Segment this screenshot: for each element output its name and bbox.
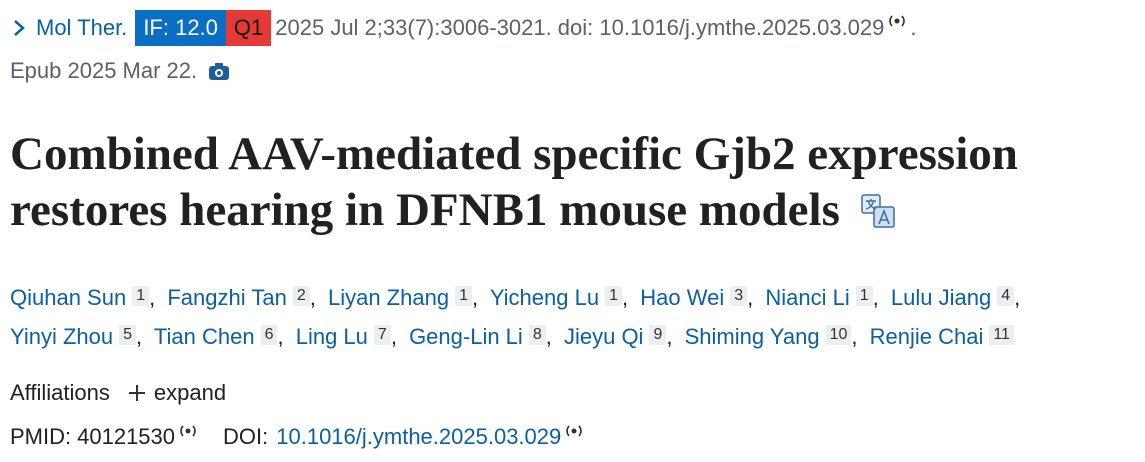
author-entry: Shiming Yang 10, [685,324,864,349]
epub-row: Epub 2025 Mar 22. [10,58,231,84]
author-entry: Renjie Chai 11 [870,324,1014,349]
author-entry: Hao Wei 3, [640,285,759,310]
author-list: Qiuhan Sun 1, Fangzhi Tan 2, Liyan Zhang 1,… [10,278,1135,356]
author-entry: Fangzhi Tan 2, [167,285,321,310]
author-name[interactable]: Geng-Lin Li [409,324,523,349]
affiliation-number[interactable]: 8 [528,325,546,345]
identifier-row: PMID: 40121530 DOI: 10.1016/j.ymthe.2025… [10,424,587,450]
author-name[interactable]: Yicheng Lu [489,285,600,310]
affiliations-label: Affiliations [10,380,110,405]
author-name[interactable]: Hao Wei [640,285,725,310]
translate-icon[interactable] [860,193,896,229]
title-text: Combined AAV-mediated specific Gjb2 expr… [10,128,1018,236]
plus-icon [128,385,145,401]
affiliation-number[interactable]: 1 [132,286,150,306]
author-entry: Qiuhan Sun 1, [10,285,161,310]
author-separator: , [747,285,754,310]
article-title: Combined AAV-mediated specific Gjb2 expr… [10,126,1140,238]
doi-link[interactable]: 10.1016/j.ymthe.2025.03.029 [276,424,562,449]
affiliation-number[interactable]: 9 [649,325,667,345]
author-separator: , [666,324,673,349]
pmid-value: 40121530 [77,424,176,449]
author-name[interactable]: Qiuhan Sun [10,285,127,310]
affiliation-number[interactable]: 3 [730,286,748,306]
author-name[interactable]: Tian Chen [153,324,255,349]
author-separator: , [136,324,143,349]
author-separator: , [1014,285,1021,310]
affiliation-number[interactable]: 2 [292,286,310,306]
affiliation-number[interactable]: 1 [605,286,622,306]
affiliation-number[interactable]: 1 [455,286,472,306]
author-separator: , [149,285,156,310]
author-separator: , [277,324,284,349]
affiliations-row: Affiliations expand [10,380,226,406]
pmid-label: PMID: [10,424,72,449]
affiliation-number[interactable]: 10 [825,325,852,345]
citation-row: Mol Ther. IF: 12.0 Q1 2025 Jul 2;33(7):3… [10,10,917,46]
signal-icon[interactable] [561,423,587,439]
affiliation-number[interactable]: 5 [119,325,137,345]
author-separator: , [622,285,629,310]
camera-icon[interactable] [207,60,231,82]
author-separator: , [309,285,316,310]
journal-name[interactable]: Mol Ther. [36,15,128,40]
author-separator: , [471,285,479,310]
citation-text: 2025 Jul 2;33(7):3006-3021. doi: 10.1016… [275,15,885,40]
author-name[interactable]: Ling Lu [295,324,368,349]
journal-link[interactable]: Mol Ther. [10,15,127,41]
affiliation-number[interactable]: 4 [997,286,1015,306]
author-name[interactable]: Liyan Zhang [327,285,450,310]
affiliation-number[interactable]: 11 [989,325,1014,345]
author-separator: , [390,324,397,349]
author-name[interactable]: Renjie Chai [869,324,984,349]
signal-icon[interactable] [175,423,201,439]
author-entry: Yinyi Zhou 5, [10,324,148,349]
author-entry: Tian Chen 6, [154,324,290,349]
author-name[interactable]: Lulu Jiang [890,285,992,310]
author-name[interactable]: Fangzhi Tan [167,285,287,310]
author-entry: Liyan Zhang 1, [328,285,484,310]
citation-end: . [910,15,917,40]
author-entry: Nianci Li 1, [765,285,884,310]
author-entry: Lulu Jiang 4, [891,285,1026,310]
signal-icon[interactable] [884,13,910,29]
epub-date: Epub 2025 Mar 22. [10,58,198,83]
author-name[interactable]: Shiming Yang [684,324,820,349]
author-name[interactable]: Jieyu Qi [563,324,644,349]
author-separator: , [851,324,858,349]
author-entry: Ling Lu 7, [296,324,403,349]
author-separator: , [872,285,879,310]
impact-factor-badge: IF: 12.0 [135,10,226,46]
author-name[interactable]: Yinyi Zhou [10,324,114,349]
author-separator: , [545,324,552,349]
affiliation-number[interactable]: 7 [373,325,391,345]
chevron-icon [14,20,25,36]
author-entry: Yicheng Lu 1, [490,285,634,310]
affiliation-number[interactable]: 1 [855,286,873,306]
doi-label: DOI: [223,424,269,449]
author-entry: Jieyu Qi 9, [564,324,679,349]
author-name[interactable]: Nianci Li [765,285,850,310]
affiliation-number[interactable]: 6 [260,325,278,345]
expand-text[interactable]: expand [153,380,227,405]
author-entry: Geng-Lin Li 8, [409,324,558,349]
expand-toggle[interactable]: expand [128,380,226,406]
quartile-badge: Q1 [225,10,272,46]
